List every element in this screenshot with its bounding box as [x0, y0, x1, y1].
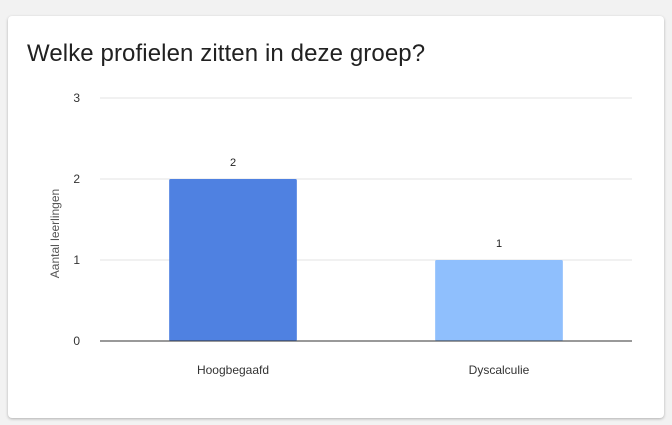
x-tick-label: Hoogbegaafd [197, 363, 269, 377]
x-tick-label: Dyscalculie [469, 363, 530, 377]
data-label: 1 [496, 238, 502, 250]
bar-chart: 0 1 2 3 Aantal leerlingen 2 Hoogbegaafd 1 Dyscal… [48, 91, 632, 377]
chart-title: Welke profielen zitten in deze groep? [27, 40, 426, 67]
y-axis-title: Aantal leerlingen [48, 189, 62, 278]
y-tick-label: 0 [73, 334, 80, 348]
y-tick-label: 1 [73, 253, 80, 267]
bar [435, 260, 563, 341]
y-tick-label: 3 [73, 91, 80, 105]
chart-card: Welke profielen zitten in deze groep? 0 1… [8, 16, 664, 418]
y-tick-label: 2 [73, 172, 80, 186]
data-label: 2 [230, 157, 236, 169]
bar [169, 179, 297, 341]
